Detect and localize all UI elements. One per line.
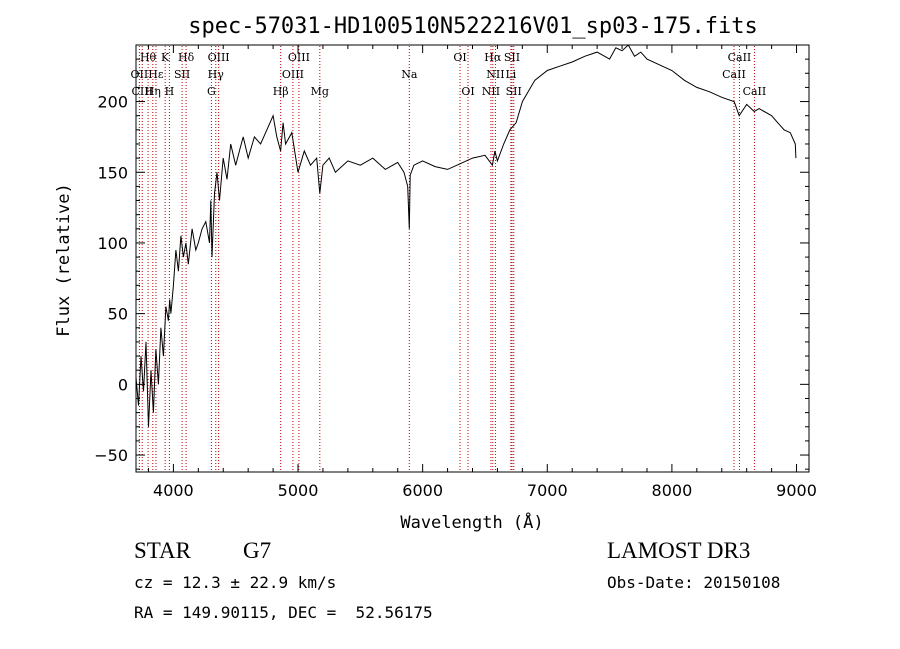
- x-tick-label: 9000: [776, 481, 817, 500]
- spectral-line-label: Mg: [311, 85, 329, 98]
- spectral-line-label: Hθ: [140, 51, 157, 64]
- x-axis-label: Wavelength (Å): [400, 511, 543, 533]
- spectral-line-label: NII: [482, 85, 500, 98]
- spectral-line-markers: [138, 46, 755, 471]
- spectral-line-label: Hη: [145, 85, 161, 98]
- spectral-line-label: Hε: [148, 68, 164, 81]
- y-tick-label: 0: [118, 375, 128, 394]
- redshift-text: cz = 12.3 ± 22.9 km/s: [134, 573, 337, 592]
- spectral-line-label: SII: [506, 85, 522, 98]
- spectral-line-label: Na: [401, 68, 418, 81]
- y-tick-label: 100: [97, 234, 128, 253]
- x-tick-label: 8000: [652, 481, 693, 500]
- spectral-line-label: SII: [504, 51, 520, 64]
- spectral-line-label: G: [207, 85, 216, 98]
- spectral-line-label: OIII: [282, 68, 304, 81]
- y-tick-label: 200: [97, 93, 128, 112]
- spectral-line-label: SII: [174, 68, 190, 81]
- spectral-line-label: Li: [505, 68, 516, 81]
- spectral-line-label: CaII: [722, 68, 746, 81]
- survey-label: LAMOST DR3: [607, 538, 751, 563]
- spectral-line-label: Hγ: [208, 68, 225, 81]
- spectral-line-labels: Hθ OII CIII K Hε Hη Hδ SII H OIII Hγ G OIII OIII Hβ Mg N…: [131, 51, 767, 98]
- x-tick-label: 5000: [278, 481, 319, 500]
- y-tick-label: −50: [94, 446, 128, 465]
- plot-frame: [135, 44, 810, 473]
- x-tick-label: 4000: [153, 481, 194, 500]
- spectral-line-label: H: [165, 85, 175, 98]
- spectral-line-label: Hδ: [178, 51, 195, 64]
- spectral-line-label: OII: [131, 68, 149, 81]
- spectral-line-label: OIII: [288, 51, 310, 64]
- spectral-line-label: K: [161, 51, 170, 64]
- subclass-label: G7: [243, 538, 272, 563]
- x-tick-label: 6000: [402, 481, 443, 500]
- y-tick-label: 50: [108, 305, 128, 324]
- coordinates-text: RA = 149.90115, DEC = 52.56175: [134, 603, 433, 622]
- spectral-line-label: NII: [486, 68, 504, 81]
- x-tick-label: 7000: [527, 481, 568, 500]
- spectral-line-label: CaII: [728, 51, 752, 64]
- x-axis: 4000 5000 6000 7000 8000 9000: [147, 45, 817, 500]
- y-axis-label: Flux (relative): [54, 183, 74, 337]
- spectral-line-label: OIII: [208, 51, 230, 64]
- spectral-line-label: Hβ: [273, 85, 289, 98]
- spectral-line-label: Hα: [484, 51, 502, 64]
- spectral-line-label: CaII: [743, 85, 767, 98]
- spectral-line-label: OI: [461, 85, 474, 98]
- chart-title: spec-57031-HD100510N522216V01_sp03-175.f…: [188, 14, 758, 39]
- obs-date-text: Obs-Date: 20150108: [607, 573, 781, 592]
- spectral-line-label: CIII: [132, 85, 153, 98]
- y-axis: −50 0 50 100 150 200: [94, 44, 809, 470]
- y-tick-label: 150: [97, 163, 128, 182]
- spectrum-series-line: [135, 44, 797, 427]
- class-label: STAR: [134, 538, 191, 563]
- spectral-line-label: OI: [453, 51, 466, 64]
